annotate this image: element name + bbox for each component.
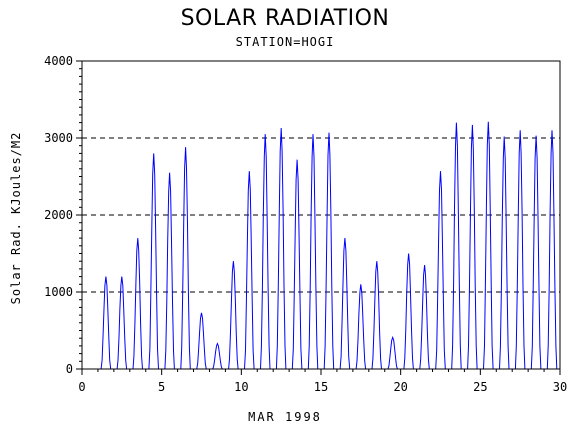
y-tick-label: 3000 — [44, 131, 73, 145]
y-tick-label: 4000 — [44, 54, 73, 68]
x-tick-label: 10 — [234, 380, 248, 394]
series-layer — [90, 121, 560, 370]
grid-lines — [82, 60, 560, 293]
y-axis-label: Solar Rad. KJoules/M2 — [9, 131, 23, 305]
y-tick-label: 2000 — [44, 208, 73, 222]
x-tick-label: 20 — [393, 380, 407, 394]
series-line-solar-radiation — [90, 121, 560, 370]
x-tick-label: 15 — [314, 380, 328, 394]
x-tick-label: 0 — [78, 380, 85, 394]
x-tick-label: 25 — [473, 380, 487, 394]
axes: 0 1000 2000 3000 4000 0 5 10 15 20 25 30 — [44, 54, 567, 394]
x-tick-label: 30 — [553, 380, 567, 394]
y-tick-label: 1000 — [44, 285, 73, 299]
chart-title: SOLAR RADIATION — [180, 6, 390, 31]
chart-subtitle: STATION=HOGI — [235, 35, 335, 49]
x-axis-label: MAR 1998 — [248, 410, 322, 424]
y-tick-label: 0 — [66, 362, 73, 376]
x-tick-label: 5 — [158, 380, 165, 394]
